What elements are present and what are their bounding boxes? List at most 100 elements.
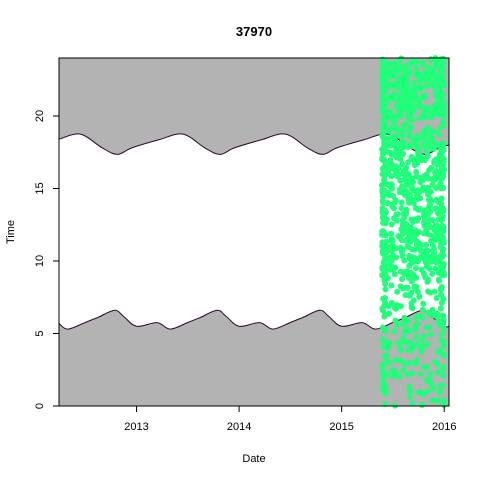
observation-point	[391, 328, 398, 335]
observation-point	[438, 291, 445, 298]
observation-point	[440, 342, 447, 349]
observation-point	[386, 192, 393, 199]
observation-point	[379, 336, 386, 343]
observation-point	[396, 189, 403, 196]
observation-point	[411, 235, 418, 242]
observation-point	[407, 124, 414, 131]
observation-point	[379, 95, 386, 102]
observation-point	[401, 186, 408, 193]
observation-point	[429, 270, 436, 277]
observation-point	[429, 252, 436, 259]
observation-point	[412, 265, 419, 272]
observation-point	[399, 85, 406, 91]
observation-point	[420, 300, 427, 307]
observation-point	[439, 312, 446, 319]
observation-point	[436, 277, 443, 284]
observation-point	[440, 147, 447, 153]
observation-point	[381, 353, 388, 360]
observation-point	[440, 141, 447, 148]
observation-point	[392, 264, 399, 271]
observation-point	[427, 208, 434, 215]
observation-point	[427, 370, 434, 377]
observation-point	[411, 155, 418, 162]
observation-point	[438, 331, 445, 338]
x-tick-label: 2014	[227, 421, 251, 433]
observation-point	[409, 186, 416, 193]
observation-point	[398, 205, 405, 212]
observation-point	[397, 156, 404, 162]
observation-point	[433, 259, 440, 266]
observation-point	[438, 299, 445, 306]
observation-point	[429, 397, 436, 404]
observation-point	[405, 89, 412, 95]
observation-point	[386, 310, 392, 317]
y-tick-label: 5	[34, 330, 46, 336]
observation-point	[390, 373, 397, 380]
observation-point	[413, 333, 420, 340]
observation-point	[382, 120, 389, 127]
observation-point	[388, 282, 395, 289]
observation-point	[387, 257, 394, 264]
observation-point	[400, 338, 407, 345]
observation-point	[440, 372, 447, 379]
observation-point	[410, 257, 417, 264]
observation-point	[437, 305, 444, 312]
observation-point	[391, 304, 398, 311]
observation-point	[388, 140, 395, 147]
observation-point	[440, 246, 447, 253]
observation-point	[384, 200, 391, 206]
observation-point	[414, 137, 421, 144]
observation-point	[381, 313, 388, 320]
observation-point	[415, 151, 422, 158]
observation-point	[438, 154, 445, 161]
observation-point	[396, 146, 403, 153]
observation-point	[403, 229, 410, 236]
observation-point	[419, 314, 426, 321]
observation-point	[407, 142, 414, 149]
observation-point	[415, 101, 422, 108]
observation-point	[413, 65, 420, 72]
observation-point	[381, 272, 388, 279]
observation-point	[434, 361, 441, 368]
observation-point	[440, 228, 447, 235]
observation-point	[422, 142, 428, 149]
observation-point	[387, 266, 394, 273]
observation-point	[433, 295, 440, 301]
observation-point	[425, 73, 432, 80]
observation-point	[391, 60, 398, 66]
observation-point	[402, 237, 409, 244]
observation-point	[427, 196, 434, 203]
observation-point	[379, 186, 386, 193]
y-tick-label: 0	[34, 403, 46, 409]
observation-point	[438, 83, 444, 90]
observation-point	[383, 238, 390, 245]
observation-point	[399, 252, 406, 259]
observation-point	[381, 374, 387, 381]
observation-point	[414, 70, 421, 76]
observation-point	[400, 167, 407, 174]
observation-point	[400, 64, 407, 71]
observation-point	[440, 185, 446, 192]
observation-point	[406, 292, 413, 299]
observation-point	[437, 322, 444, 329]
observation-point	[381, 60, 388, 66]
observation-point	[386, 359, 393, 366]
observation-point	[434, 174, 441, 181]
observation-point	[434, 369, 441, 376]
observation-point	[388, 230, 394, 237]
observation-point	[421, 222, 428, 229]
observation-point	[386, 165, 393, 172]
observation-point	[412, 285, 419, 292]
observation-point	[424, 278, 431, 285]
observation-point	[421, 135, 428, 142]
observation-point	[426, 311, 433, 318]
observation-point	[418, 266, 425, 273]
observation-point	[424, 149, 430, 155]
y-tick-label: 10	[34, 255, 46, 267]
observation-point	[399, 132, 406, 139]
observation-point	[395, 340, 402, 347]
observation-point	[420, 184, 427, 191]
observation-point	[408, 100, 414, 107]
observation-point	[389, 237, 396, 244]
observation-point	[407, 339, 414, 345]
